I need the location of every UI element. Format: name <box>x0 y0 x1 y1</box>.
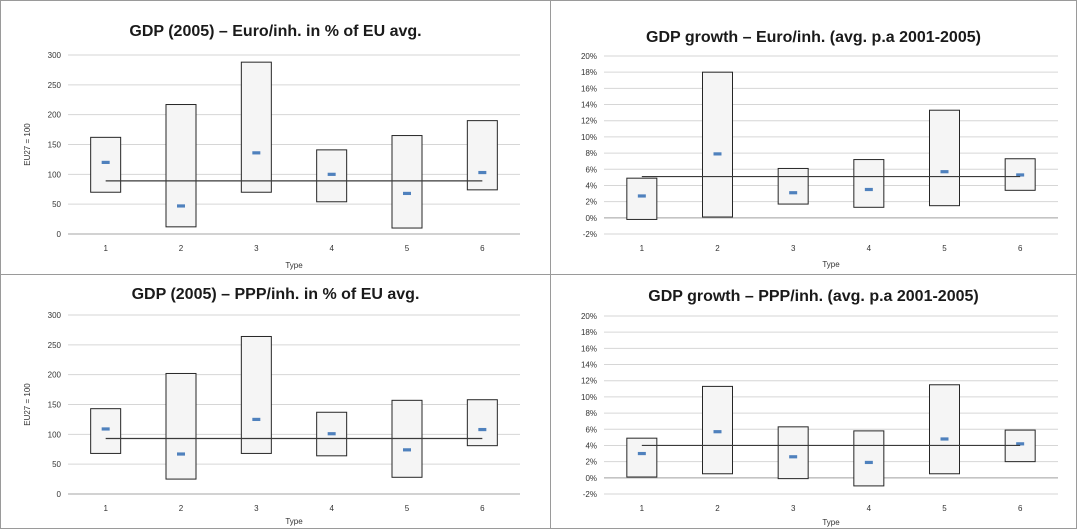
range-box <box>703 386 733 473</box>
y-tick-label: 100 <box>48 430 62 439</box>
range-box <box>930 385 960 474</box>
y-tick-label: 200 <box>48 371 62 380</box>
y-tick-label: 8% <box>585 149 597 158</box>
y-tick-label: 2% <box>585 198 597 207</box>
y-tick-label: 300 <box>48 51 62 60</box>
y-tick-label: 4% <box>585 181 597 190</box>
y-tick-label: 50 <box>52 460 61 469</box>
plot-area: -2% 0% 2% 4% 6% 8% 10% 12% 14% 16% 18% 20% 1 2 3 4 5 6 Typ… <box>551 1 1077 275</box>
x-axis-label: Type <box>822 260 840 269</box>
y-tick-label: 10% <box>581 393 597 402</box>
y-tick-label: 100 <box>48 170 62 179</box>
x-tick-label: 4 <box>329 244 334 253</box>
y-axis-label: EU27 = 100 <box>23 123 32 166</box>
y-tick-label: 0% <box>585 214 597 223</box>
x-tick-label: 2 <box>179 504 184 513</box>
x-tick-label: 1 <box>103 504 108 513</box>
chart-panel-growth-ppp: GDP growth – PPP/inh. (avg. p.a 2001-200… <box>550 274 1077 529</box>
y-tick-label: 0 <box>57 490 62 499</box>
y-tick-label: 16% <box>581 84 597 93</box>
y-tick-label: -2% <box>583 230 597 239</box>
range-box <box>854 431 884 486</box>
x-tick-label: 6 <box>1018 504 1023 513</box>
x-tick-label: 5 <box>942 244 947 253</box>
range-box <box>854 160 884 208</box>
range-box <box>627 438 657 477</box>
range-box <box>467 121 497 190</box>
x-axis-label: Type <box>822 518 840 527</box>
y-tick-label: 0% <box>585 474 597 483</box>
y-tick-label: 4% <box>585 441 597 450</box>
y-tick-label: 250 <box>48 81 62 90</box>
x-tick-label: 5 <box>405 244 410 253</box>
y-axis-label: EU27 = 100 <box>23 383 32 426</box>
x-tick-label: 1 <box>640 504 645 513</box>
x-tick-label: 6 <box>480 504 485 513</box>
x-axis-label: Type <box>285 517 303 526</box>
x-tick-label: 3 <box>791 504 796 513</box>
y-tick-label: 0 <box>57 230 62 239</box>
y-tick-label: 10% <box>581 133 597 142</box>
range-box <box>91 409 121 454</box>
y-tick-label: 18% <box>581 328 597 337</box>
plot-area: 0 50 100 150 200 250 300 1 2 3 4 5 6 Type EU27 = 100 <box>1 1 551 275</box>
x-tick-label: 2 <box>715 244 720 253</box>
y-tick-label: 8% <box>585 409 597 418</box>
x-tick-label: 3 <box>791 244 796 253</box>
y-tick-label: 150 <box>48 141 62 150</box>
y-tick-label: 50 <box>52 200 61 209</box>
x-tick-label: 1 <box>103 244 108 253</box>
plot-area: -2% 0% 2% 4% 6% 8% 10% 12% 14% 16% 18% 20% 1 2 3 4 5 6 Typ… <box>551 275 1077 529</box>
y-tick-label: 16% <box>581 344 597 353</box>
x-tick-label: 2 <box>179 244 184 253</box>
chart-panel-gdp-euro: GDP (2005) – Euro/inh. in % of EU avg. 0… <box>0 0 551 275</box>
plot-area: 0 50 100 150 200 250 300 1 2 3 4 5 6 Type EU27 = 100 <box>1 275 551 529</box>
y-tick-label: 6% <box>585 165 597 174</box>
x-tick-label: 4 <box>867 244 872 253</box>
range-box <box>166 373 196 479</box>
chart-panel-growth-euro: GDP growth – Euro/inh. (avg. p.a 2001-20… <box>550 0 1077 275</box>
y-tick-label: 18% <box>581 68 597 77</box>
range-box <box>703 72 733 217</box>
range-box <box>930 110 960 205</box>
range-box <box>91 137 121 192</box>
x-tick-label: 5 <box>405 504 410 513</box>
y-tick-label: 250 <box>48 341 62 350</box>
x-tick-label: 3 <box>254 244 259 253</box>
range-box <box>392 136 422 228</box>
range-box <box>778 427 808 479</box>
x-tick-label: 4 <box>867 504 872 513</box>
x-tick-label: 3 <box>254 504 259 513</box>
range-box <box>166 105 196 227</box>
range-box <box>627 178 657 219</box>
range-box <box>241 62 271 192</box>
y-tick-label: -2% <box>583 490 597 499</box>
x-tick-label: 6 <box>1018 244 1023 253</box>
y-tick-label: 2% <box>585 458 597 467</box>
y-tick-label: 20% <box>581 52 597 61</box>
x-tick-label: 2 <box>715 504 720 513</box>
range-box <box>778 168 808 204</box>
x-tick-label: 4 <box>329 504 334 513</box>
x-tick-label: 1 <box>640 244 645 253</box>
y-tick-label: 6% <box>585 425 597 434</box>
x-tick-label: 6 <box>480 244 485 253</box>
y-tick-label: 300 <box>48 311 62 320</box>
x-tick-label: 5 <box>942 504 947 513</box>
y-tick-label: 20% <box>581 312 597 321</box>
range-box <box>241 336 271 453</box>
y-tick-label: 14% <box>581 361 597 370</box>
y-tick-label: 14% <box>581 101 597 110</box>
y-tick-label: 12% <box>581 117 597 126</box>
y-tick-label: 12% <box>581 377 597 386</box>
x-axis-label: Type <box>285 261 303 270</box>
y-tick-label: 150 <box>48 401 62 410</box>
y-tick-label: 200 <box>48 111 62 120</box>
